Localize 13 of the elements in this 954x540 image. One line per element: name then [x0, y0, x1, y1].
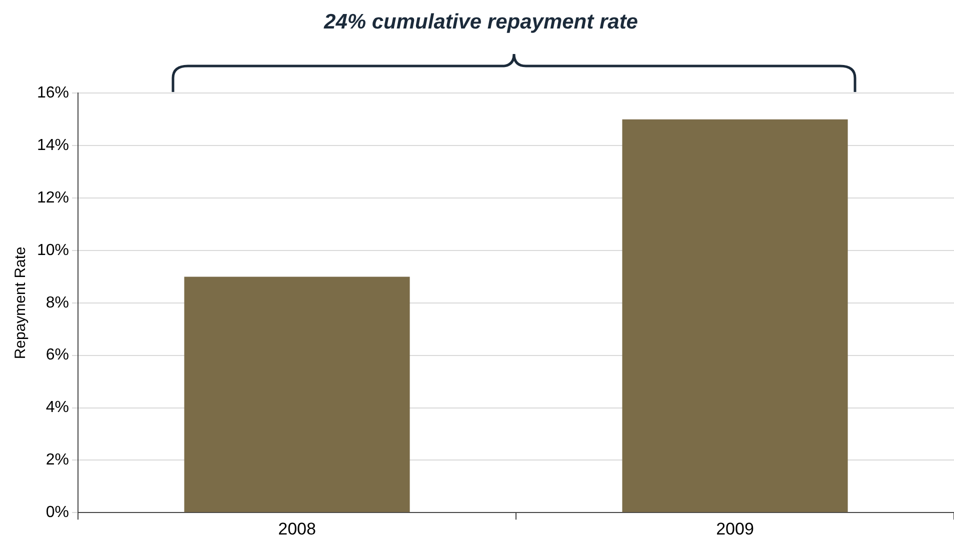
y-tick-label: 0% — [46, 504, 70, 522]
y-tick-label: 10% — [36, 242, 70, 259]
x-tick-label: 2009 — [716, 519, 754, 538]
y-axis-title: Repayment Rate — [12, 246, 30, 360]
y-tick-label: 8% — [46, 294, 70, 312]
chart-title: 24% cumulative repayment rate — [323, 10, 638, 34]
y-tick-label: 16% — [36, 84, 70, 102]
y-tick-label: 4% — [46, 399, 70, 416]
y-tick-label: 6% — [46, 346, 70, 364]
x-tick-label: 2008 — [278, 519, 316, 538]
y-tick-label: 14% — [36, 137, 70, 154]
y-tick-label: 12% — [36, 189, 70, 206]
y-tick-label: 2% — [46, 452, 70, 469]
